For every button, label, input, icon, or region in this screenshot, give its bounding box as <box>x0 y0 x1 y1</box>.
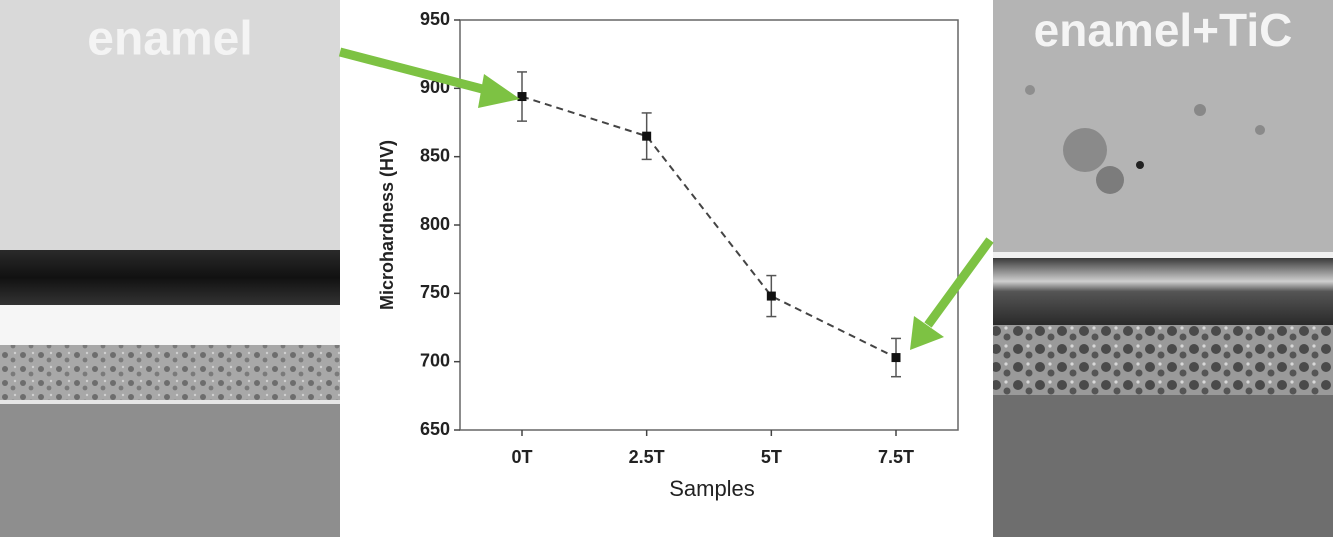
y-axis-label: Microhardness (HV) <box>377 140 397 310</box>
y-tick-label: 850 <box>420 145 450 165</box>
x-tick-label: 5T <box>761 447 782 467</box>
left-sem-image: enamel <box>0 0 340 537</box>
y-tick-label: 700 <box>420 350 450 370</box>
plot-frame <box>459 19 959 431</box>
data-point <box>891 353 901 363</box>
data-line <box>521 95 897 359</box>
y-tick-label: 950 <box>420 9 450 29</box>
x-axis-label: Samples <box>669 476 755 501</box>
right-sem-image: enamel+TiC <box>993 0 1333 537</box>
arrows <box>338 47 994 350</box>
x-tick-label: 2.5T <box>629 447 665 467</box>
x-tick-label: 0T <box>511 447 532 467</box>
y-tick-label: 650 <box>420 419 450 439</box>
data-point <box>642 131 652 141</box>
y-tick-label: 750 <box>420 282 450 302</box>
y-tick-label: 800 <box>420 214 450 234</box>
left-image-label: enamel <box>87 13 252 66</box>
data-point <box>766 291 776 301</box>
x-tick-label: 7.5T <box>878 447 914 467</box>
data-point <box>517 92 527 102</box>
right-image-label: enamel+TiC <box>1034 4 1293 56</box>
